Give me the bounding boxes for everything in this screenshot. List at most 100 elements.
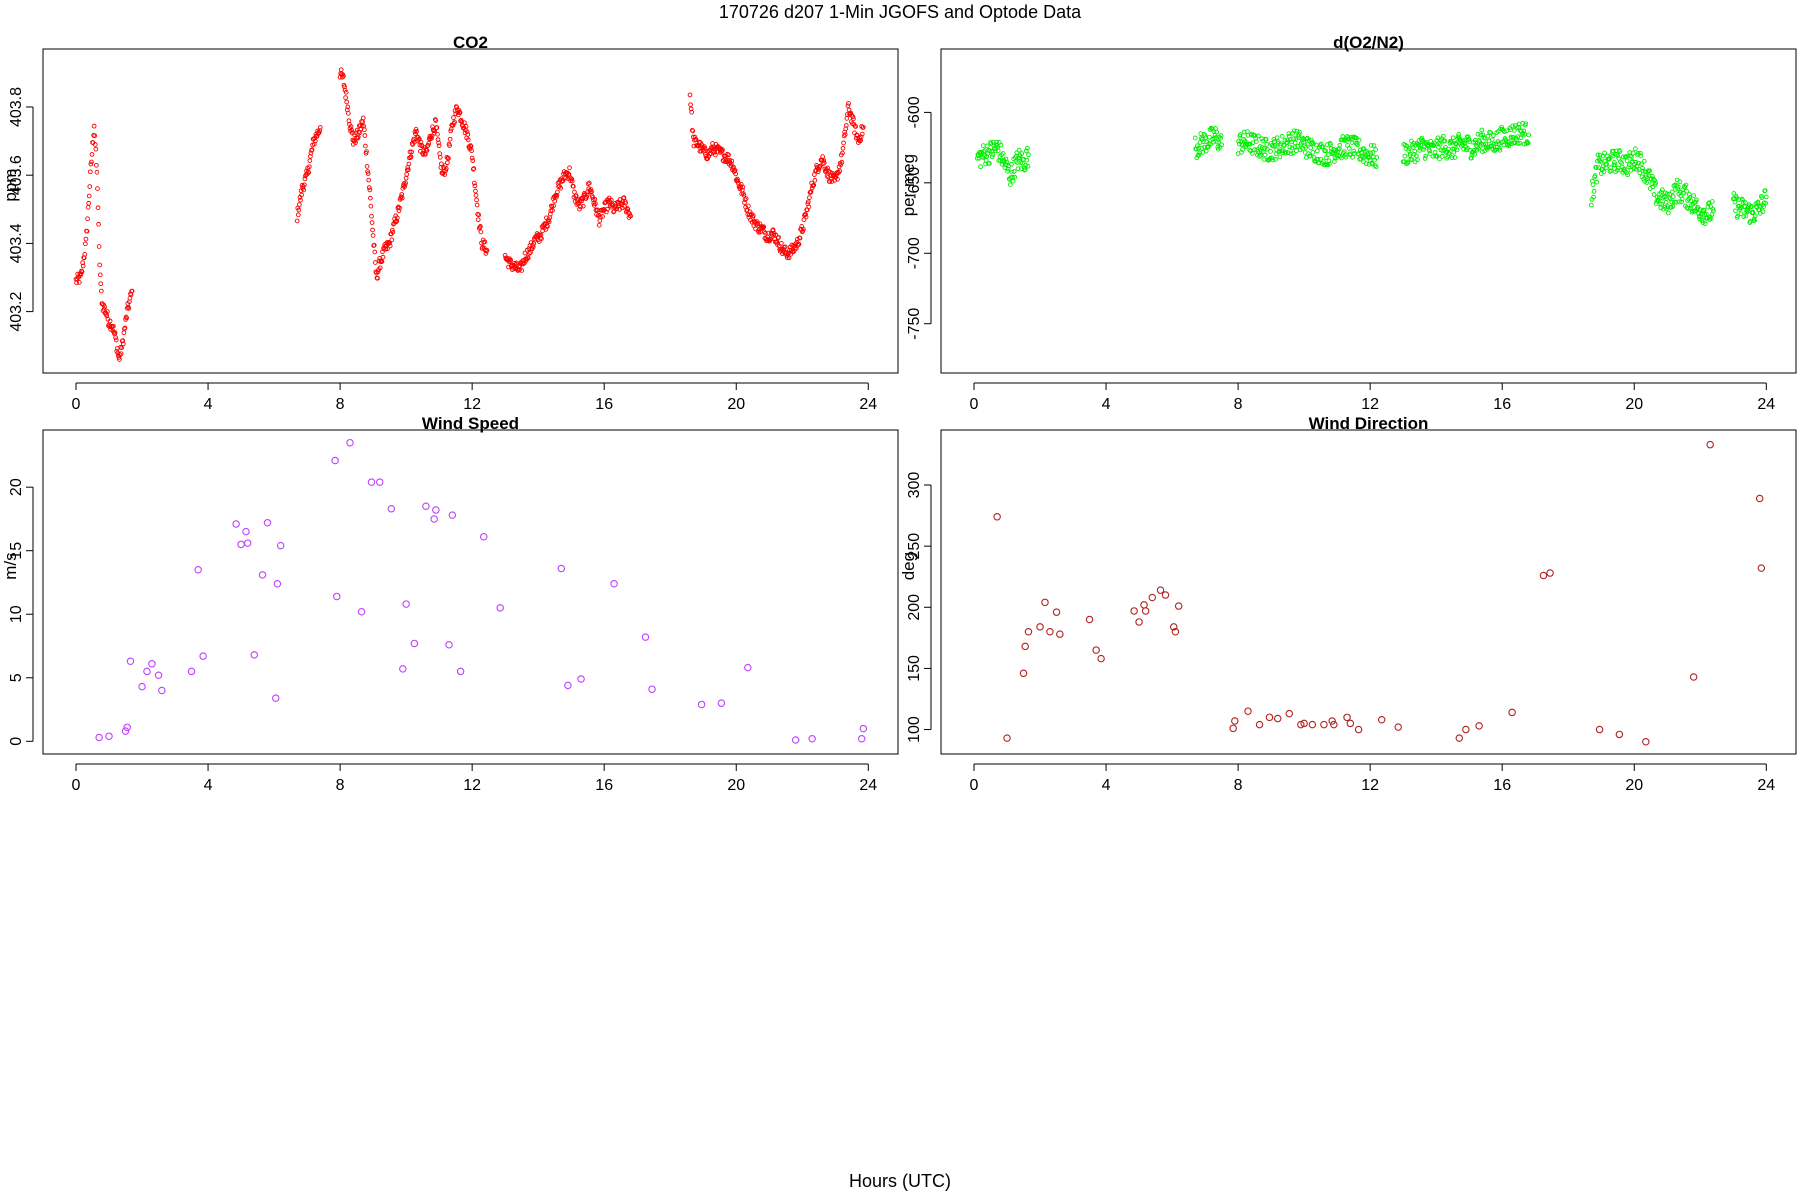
data-point (1612, 162, 1618, 168)
data-point (705, 156, 710, 161)
data-point (1683, 182, 1689, 188)
data-point (571, 184, 576, 189)
data-point (360, 115, 366, 121)
data-point (1638, 153, 1644, 159)
y-tick-label: -700 (906, 237, 923, 269)
data-point (406, 161, 412, 167)
data-point (525, 255, 531, 261)
data-point (1279, 133, 1285, 139)
data-point (1021, 642, 1029, 651)
data-point (689, 109, 695, 115)
data-point (1482, 136, 1488, 141)
data-point (1671, 183, 1677, 189)
data-point (539, 236, 544, 241)
data-point (410, 639, 419, 648)
data-point (478, 224, 483, 229)
data-point (761, 224, 767, 230)
data-point (604, 209, 609, 215)
data-point (301, 182, 307, 188)
data-point (1595, 725, 1604, 734)
data-point (1595, 152, 1601, 158)
data-point (1355, 142, 1360, 148)
data-point (1623, 154, 1628, 160)
data-point (805, 199, 811, 205)
data-point (1351, 151, 1357, 156)
data-point (851, 116, 856, 122)
data-point (1735, 213, 1741, 219)
data-point (465, 137, 471, 143)
data-point (343, 95, 348, 100)
data-point (1056, 630, 1064, 638)
data-point (364, 164, 370, 169)
panel-wind_speed: Wind Speed 0 4 8 12 16 20 24 0 5 10 15 20 m/s (1, 414, 899, 794)
data-point (1526, 132, 1531, 138)
data-point (1478, 132, 1484, 138)
data-point (1602, 150, 1607, 156)
data-point (1523, 121, 1529, 127)
data-point (387, 240, 392, 246)
data-point (840, 145, 846, 151)
data-point (1005, 168, 1010, 174)
data-point (1480, 132, 1486, 138)
y-tick-label: -650 (906, 167, 923, 199)
x-tick-label: 4 (1102, 396, 1111, 413)
data-point (1479, 127, 1485, 133)
data-point (1732, 199, 1738, 205)
data-point (720, 147, 725, 153)
data-point (1612, 160, 1617, 165)
y-tick-label: 150 (906, 655, 923, 682)
data-point (312, 138, 318, 144)
data-point (1019, 151, 1025, 156)
data-point (472, 183, 478, 189)
data-point (447, 143, 452, 148)
data-point (1694, 197, 1699, 203)
data-point (369, 213, 374, 219)
data-point (1374, 155, 1380, 160)
data-point (1300, 719, 1308, 728)
data-point (1241, 129, 1247, 135)
data-point (1171, 627, 1180, 636)
plot-panels: CO2 0 4 8 12 16 20 24 403.2 403.4 403.6 403.8 ppm d(O… (1, 33, 1797, 794)
data-point (154, 671, 163, 679)
data-points (73, 67, 866, 362)
data-point (1373, 164, 1379, 170)
data-point (527, 250, 532, 256)
y-tick-label: 0 (8, 737, 25, 746)
data-point (1711, 208, 1716, 214)
data-point (578, 204, 583, 210)
x-tick-label: 20 (727, 396, 745, 413)
data-point (1269, 142, 1275, 148)
data-point (1597, 158, 1602, 163)
data-point (105, 309, 110, 314)
data-point (563, 175, 569, 181)
data-point (1642, 738, 1650, 746)
data-point (741, 192, 747, 198)
data-point (1259, 145, 1265, 150)
data-point (96, 244, 102, 249)
data-point (627, 211, 632, 216)
data-point (585, 181, 591, 187)
data-point (580, 203, 586, 209)
data-point (536, 232, 542, 237)
data-point (579, 198, 584, 204)
data-point (1763, 194, 1769, 200)
data-point (1174, 602, 1183, 610)
data-point (117, 352, 123, 358)
data-point (1007, 182, 1013, 187)
data-point (187, 667, 196, 676)
data-point (1350, 154, 1355, 160)
data-point (1703, 211, 1709, 217)
data-point (1485, 133, 1491, 139)
data-point (479, 532, 488, 541)
data-point (1629, 154, 1634, 160)
data-point (1591, 194, 1596, 200)
data-point (89, 152, 95, 157)
data-point (98, 281, 104, 287)
data-point (1679, 196, 1685, 202)
data-point (385, 246, 390, 252)
data-point (1661, 194, 1667, 200)
data-point (1472, 151, 1478, 157)
data-point (1320, 144, 1326, 150)
data-point (377, 265, 383, 271)
data-point (610, 579, 618, 588)
